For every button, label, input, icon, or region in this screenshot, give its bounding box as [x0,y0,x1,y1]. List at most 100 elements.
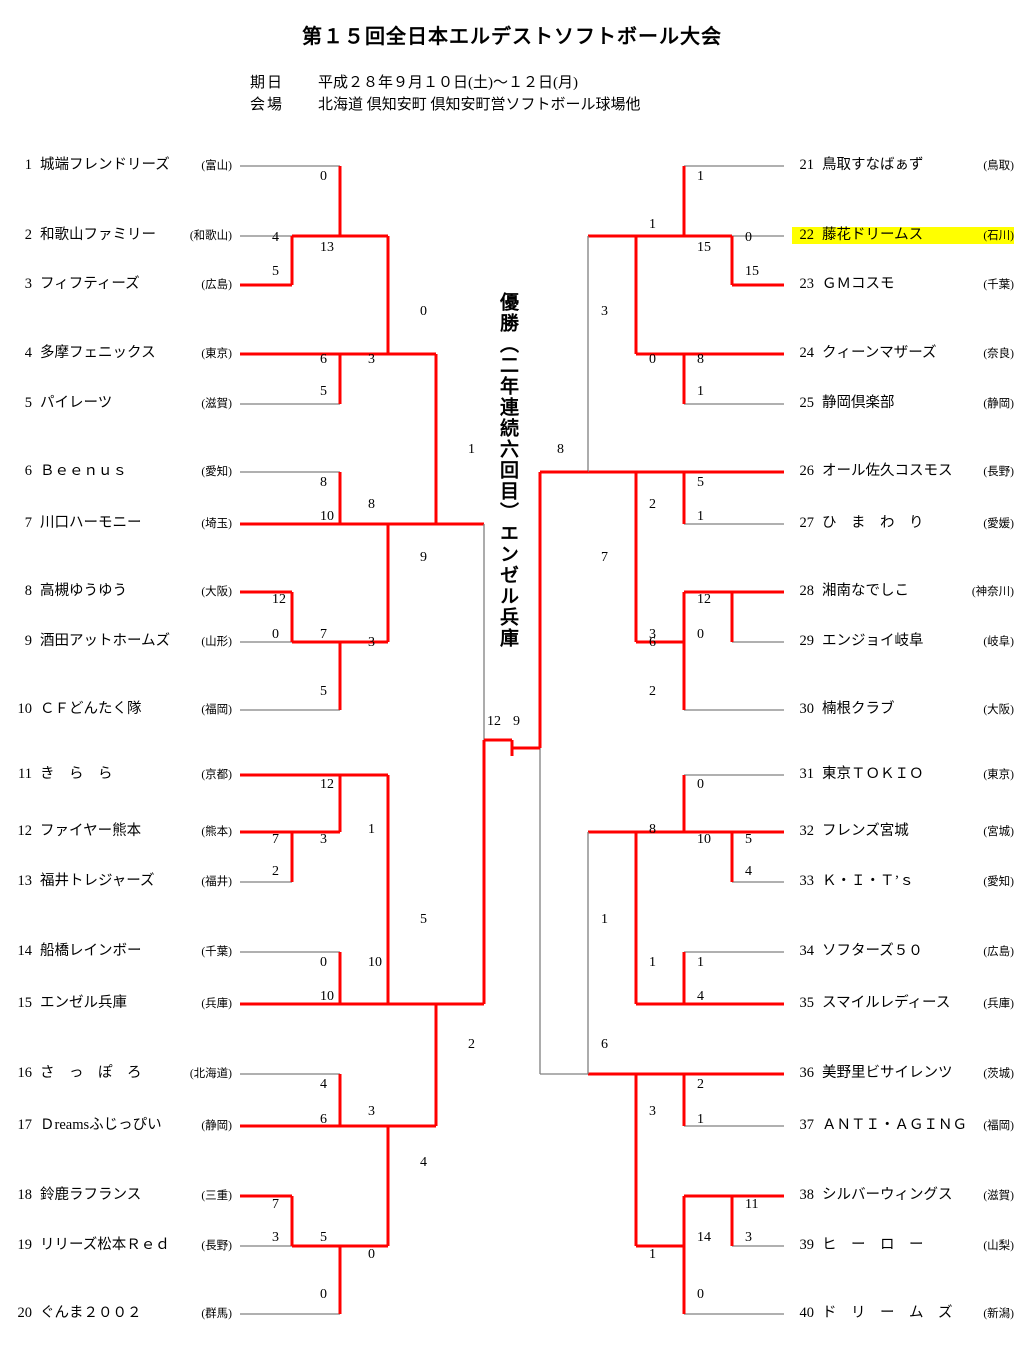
team-row-inner: 24 クィーンマザーズ (奈良) [792,345,1015,362]
team-entry-27[interactable]: 27 ひ ま わ り (愛媛) [792,515,1015,532]
team-entry-3[interactable]: 3 フィフティーズ (広島) [10,276,232,293]
match-score: 7 [272,832,279,847]
team-entry-20[interactable]: 20 ぐんま２００２ (群馬) [10,1305,233,1322]
team-entry-25[interactable]: 25 静岡倶楽部 (静岡) [792,395,1015,412]
team-entry-4[interactable]: 4 多摩フェニックス (東京) [10,345,232,362]
event-meta: 期日 平成２８年９月１０日(土)～１２日(月) 会場 北海道 倶知安町 倶知安町… [250,72,641,116]
team-prefecture: (埼玉) [201,518,232,530]
team-prefecture: (愛知) [201,466,232,478]
team-entry-23[interactable]: 23 ＧＭコスモ (千葉) [792,276,1015,293]
team-name: 藤花ドリームス [822,227,924,243]
team-row-inner: 40 ド リ ー ム ズ (新潟) [792,1305,1015,1322]
team-entry-31[interactable]: 31 東京ＴＯＫＩＯ (東京) [792,766,1015,783]
team-prefecture: (宮城) [983,826,1014,838]
team-number: 35 [799,995,815,1011]
team-number: 20 [17,1305,33,1321]
team-entry-17[interactable]: 17 Ｄreamsふじっぴい (静岡) [10,1117,233,1134]
team-entry-16[interactable]: 16 さ っ ぽ ろ (北海道) [10,1065,233,1082]
team-row-inner: 39 ヒ ー ロ ー (山梨) [792,1237,1015,1254]
team-entry-12[interactable]: 12 ファイヤー熊本 (熊本) [10,823,233,840]
team-entry-1[interactable]: 1 城端フレンドリーズ (富山) [10,157,232,174]
team-entry-15[interactable]: 15 エンゼル兵庫 (兵庫) [10,995,233,1012]
team-entry-19[interactable]: 19 リリーズ松本Ｒｅｄ (長野) [10,1237,233,1254]
team-name-wrap: 福井トレジャーズ [32,873,201,889]
match-score: 6 [320,352,327,367]
team-prefecture: (神奈川) [971,586,1014,598]
team-row-inner: 8 高槻ゆうゆう (大阪) [10,583,232,600]
match-score: 8 [697,352,704,367]
match-score: 5 [320,384,327,399]
team-row-inner: 27 ひ ま わ り (愛媛) [792,515,1015,532]
match-score: 0 [649,352,656,367]
team-entry-13[interactable]: 13 福井トレジャーズ (福井) [10,873,233,890]
team-entry-8[interactable]: 8 高槻ゆうゆう (大阪) [10,583,232,600]
team-name-wrap: シルバーウィングス [814,1187,983,1203]
team-row-inner: 28 湘南なでしこ (神奈川) [792,583,1015,600]
team-entry-9[interactable]: 9 酒田アットホームズ (山形) [10,633,232,650]
team-number: 10 [17,701,33,717]
team-name-wrap: ソフターズ５０ [814,943,983,959]
team-row-inner: 9 酒田アットホームズ (山形) [10,633,232,650]
team-entry-34[interactable]: 34 ソフターズ５０ (広島) [792,943,1015,960]
team-row-inner: 31 東京ＴＯＫＩＯ (東京) [792,766,1015,783]
team-row-inner: 37 ＡＮＴＩ・ＡＧＩＮＧ (福岡) [792,1117,1015,1134]
team-entry-39[interactable]: 39 ヒ ー ロ ー (山梨) [792,1237,1015,1254]
team-prefecture: (滋賀) [983,1190,1014,1202]
match-score: 2 [649,684,656,699]
team-entry-7[interactable]: 7 川口ハーモニー (埼玉) [10,515,232,532]
team-prefecture: (北海道) [189,1068,232,1080]
team-entry-14[interactable]: 14 船橋レインボー (千葉) [10,943,233,960]
team-prefecture: (山形) [201,636,232,648]
team-name: ぐんま２００２ [40,1305,142,1321]
team-entry-21[interactable]: 21 鳥取すなばぁず (鳥取) [792,157,1015,174]
team-number: 5 [24,395,32,411]
team-entry-37[interactable]: 37 ＡＮＴＩ・ＡＧＩＮＧ (福岡) [792,1117,1015,1134]
team-entry-28[interactable]: 28 湘南なでしこ (神奈川) [792,583,1015,600]
team-entry-18[interactable]: 18 鈴鹿ラフランス (三重) [10,1187,233,1204]
team-prefecture: (長野) [201,1240,232,1252]
team-entry-2[interactable]: 2 和歌山ファミリー (和歌山) [10,227,232,244]
match-score: 1 [697,1112,704,1127]
team-prefecture: (静岡) [201,1120,232,1132]
team-entry-35[interactable]: 35 スマイルレディース (兵庫) [792,995,1015,1012]
match-score: 2 [468,1037,475,1052]
team-entry-40[interactable]: 40 ド リ ー ム ズ (新潟) [792,1305,1015,1322]
match-score: 7 [272,1197,279,1212]
team-row-inner: 12 ファイヤー熊本 (熊本) [10,823,233,840]
team-entry-26[interactable]: 26 オール佐久コスモス (長野) [792,463,1015,480]
team-name-wrap: き ら ら [32,766,201,782]
match-score: 0 [320,1287,327,1302]
team-number: 9 [24,633,32,649]
team-prefecture: (奈良) [983,348,1014,360]
team-name-wrap: ファイヤー熊本 [32,823,201,839]
team-entry-33[interactable]: 33 Ｋ・Ｉ・Ｔ’ｓ (愛知) [792,873,1015,890]
team-entry-32[interactable]: 32 フレンズ宮城 (宮城) [792,823,1015,840]
team-prefecture: (滋賀) [201,398,232,410]
team-entry-30[interactable]: 30 楠根クラブ (大阪) [792,701,1015,718]
match-score: 10 [697,832,711,847]
team-entry-11[interactable]: 11 き ら ら (京都) [10,766,232,783]
team-entry-22[interactable]: 22 藤花ドリームス (石川) [792,227,1014,244]
date-label: 期日 [250,75,285,91]
team-entry-29[interactable]: 29 エンジョイ岐阜 (岐阜) [792,633,1015,650]
team-entry-24[interactable]: 24 クィーンマザーズ (奈良) [792,345,1015,362]
team-entry-36[interactable]: 36 美野里ビサイレンツ (茨城) [792,1065,1015,1082]
match-score: 12 [697,592,711,607]
match-score: 1 [697,955,704,970]
team-row-inner: 34 ソフターズ５０ (広島) [792,943,1015,960]
match-score: 7 [601,550,608,565]
team-name: 美野里ビサイレンツ [822,1065,953,1081]
team-prefecture: (東京) [983,769,1014,781]
team-entry-10[interactable]: 10 ＣＦどんたく隊 (福岡) [10,701,233,718]
team-name: 多摩フェニックス [40,345,156,361]
team-number: 2 [24,227,32,243]
team-entry-6[interactable]: 6 Ｂｅｅｎｕｓ (愛知) [10,463,232,480]
team-name: ファイヤー熊本 [40,823,142,839]
team-entry-38[interactable]: 38 シルバーウィングス (滋賀) [792,1187,1015,1204]
team-entry-5[interactable]: 5 パイレーツ (滋賀) [10,395,232,412]
match-score: 5 [320,1230,327,1245]
team-name-wrap: ぐんま２００２ [32,1305,201,1321]
team-name-wrap: オール佐久コスモス [814,463,983,479]
team-name-wrap: フィフティーズ [32,276,201,292]
match-score: 0 [697,627,704,642]
